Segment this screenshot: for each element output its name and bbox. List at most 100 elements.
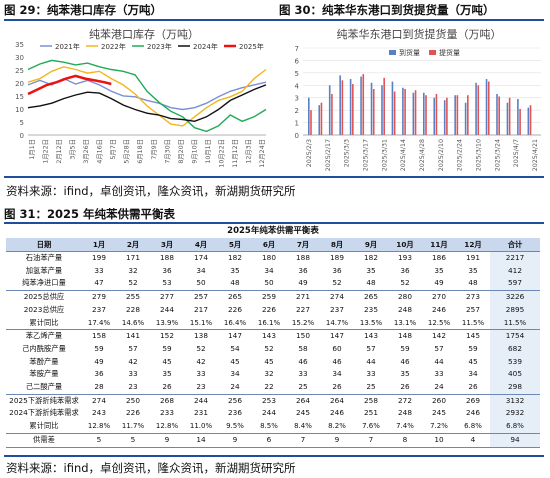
table-cell: 6月 xyxy=(252,238,286,252)
table-cell: 11.0% xyxy=(189,422,213,431)
table-total-cell: 2932 xyxy=(490,407,541,421)
fig29-legend: 2021年 2022年 2023年 2024年 2025年 xyxy=(40,42,264,51)
table-cell: 47 xyxy=(94,278,104,288)
table-cell: 35 xyxy=(468,265,478,275)
table-cell: 13.1% xyxy=(393,318,417,327)
table-cell: 145 xyxy=(456,329,490,343)
fig29-x-tick-label: 1月1日 xyxy=(28,139,36,160)
table-cell: 150 xyxy=(286,329,320,343)
fig30-y-tick-label: 4 xyxy=(295,82,300,90)
table-row: 2025总供应 279 255 277 257 265 259 271 274 265 280 270… xyxy=(6,290,541,304)
fig29-x-tick-label: 3月5日 xyxy=(69,139,77,160)
fig30-chart-title: 纯苯华东港口到货提货量（万吨） xyxy=(337,27,502,41)
table-caption-row: 2025年纯苯供需平衡表 xyxy=(6,225,540,238)
table-cell: 260 xyxy=(422,393,456,408)
table-cell: 52 xyxy=(196,343,206,353)
fig30-bar-arrivals xyxy=(402,87,404,135)
table-cell: 257 xyxy=(466,304,480,314)
table-cell: 33 xyxy=(298,369,308,379)
table-cell: 52 xyxy=(332,278,342,288)
table-cell: 7 xyxy=(354,432,388,448)
fig30-bar-arrivals xyxy=(527,107,530,135)
table-cell: 244 xyxy=(262,408,276,418)
table-cell: 14.6% xyxy=(121,318,145,327)
table-cell: 2月 xyxy=(116,238,150,252)
table-cell: 7.2% xyxy=(430,422,448,431)
fig29-x-tick-label: 8月20日 xyxy=(177,139,185,164)
table-cell: 5 xyxy=(82,432,116,448)
fig30-bar-arrivals xyxy=(370,82,373,135)
fig29-title: 图 29：纯苯港口库存（万吨） xyxy=(4,3,163,17)
table-row-label: 加氢苯产量 xyxy=(25,265,63,275)
table-cell: 11月 xyxy=(422,238,456,252)
fig30-axes: 0 1 2 3 4 5 6 7 2025/2/3 2025/2/17 2025/3/3 2025/3/… xyxy=(295,45,541,171)
table-total-cell: 1754 xyxy=(490,329,541,343)
table-cell: 10月 xyxy=(388,238,422,252)
fig29-x-tick-label: 5月7日 xyxy=(109,139,117,160)
fig30-x-tick-label: 2025/2/3 xyxy=(306,139,313,167)
table-cell: 42 xyxy=(196,356,206,366)
table-cell: 226 xyxy=(262,304,276,314)
table-cell: 5月 xyxy=(218,238,252,252)
table-cell: 231 xyxy=(194,408,208,418)
table-header-row: 日期 1月 2月 3月 4月 5月 6月 7月 8月 9月 10月 11月 12月 合计 xyxy=(6,238,541,252)
fig29-x-tick-label: 5月28日 xyxy=(123,139,131,164)
table-cell: 33 xyxy=(434,369,444,379)
fig29-legend-label: 2021年 xyxy=(55,42,80,51)
fig30-bar-arrivals xyxy=(454,95,456,135)
fig30-bar-arrivals xyxy=(485,79,488,135)
table-total-cell: 3226 xyxy=(490,290,541,304)
table-total-cell: 298 xyxy=(490,381,541,395)
table-row-label: 石油苯产量 xyxy=(6,250,82,265)
table-cell: 15.2% xyxy=(291,318,315,327)
table-cell: 245 xyxy=(432,408,446,418)
table-cell: 48 xyxy=(366,278,376,288)
fig30-y-tick-label: 7 xyxy=(295,45,299,53)
fig30-bar-pickups xyxy=(393,91,396,135)
fig30-bar-pickups xyxy=(331,93,333,135)
table-cell: 143 xyxy=(252,329,286,343)
table-row-label: 日期 xyxy=(6,238,82,252)
table-cell: 59 xyxy=(468,343,478,353)
table-cell: 244 xyxy=(160,304,174,314)
fig29-y-tick-label: 5 xyxy=(20,119,24,127)
fig30-bar-arrivals xyxy=(433,97,436,135)
table-cell: 35 xyxy=(400,369,410,379)
fig29-x-tick-label: 12月24日 xyxy=(258,139,266,168)
source-note-2: 资料来源：ifind，卓创资讯，隆众资讯，新湖期货研究所 xyxy=(6,461,296,475)
table-cell: 227 xyxy=(296,304,310,314)
fig29-x-tick-label: 12月3日 xyxy=(244,139,252,164)
fig30-x-tick-label: 2025/4/7 xyxy=(513,139,520,167)
fig29-x-tick-label: 7月30日 xyxy=(163,139,171,164)
table-cell: 245 xyxy=(296,408,310,418)
table-cell: 23 xyxy=(128,382,138,392)
table-cell: 271 xyxy=(286,290,320,304)
table-cell: 188 xyxy=(150,250,184,265)
table-cell: 147 xyxy=(320,329,354,343)
table-cell: 217 xyxy=(194,304,208,314)
fig30-x-tick-label: 2025/3/10 xyxy=(476,139,483,171)
table-footer-rule xyxy=(4,455,544,457)
table-cell: 9月 xyxy=(354,238,388,252)
fig29-x-tick-label: 4月16日 xyxy=(96,139,104,164)
table-cell: 182 xyxy=(354,250,388,265)
table-row-label: 己内酰胺产量 xyxy=(22,343,66,353)
table-cell: 10 xyxy=(422,432,456,448)
fig30-bars xyxy=(308,74,532,135)
table-cell: 244 xyxy=(184,393,218,408)
table-cell: 7.6% xyxy=(362,422,380,431)
table-cell: 14 xyxy=(184,432,218,448)
table-cell: 270 xyxy=(422,290,456,304)
table-cell: 7月 xyxy=(286,238,320,252)
table-total-cell: 合计 xyxy=(490,238,541,252)
table-cell: 257 xyxy=(184,290,218,304)
fig30-y-tick-label: 3 xyxy=(295,95,299,103)
table-cell: 57 xyxy=(434,343,444,353)
fig30-bar-arrivals xyxy=(496,93,498,135)
table-cell: 191 xyxy=(456,250,490,265)
table-cell: 23 xyxy=(196,382,206,392)
fig30-bar-arrivals xyxy=(412,92,415,135)
table-cell: 143 xyxy=(354,329,388,343)
fig29-y-tick-label: 35 xyxy=(15,41,24,49)
fig31-title: 图 31：2025 年纯苯供需平衡表 xyxy=(4,207,176,221)
